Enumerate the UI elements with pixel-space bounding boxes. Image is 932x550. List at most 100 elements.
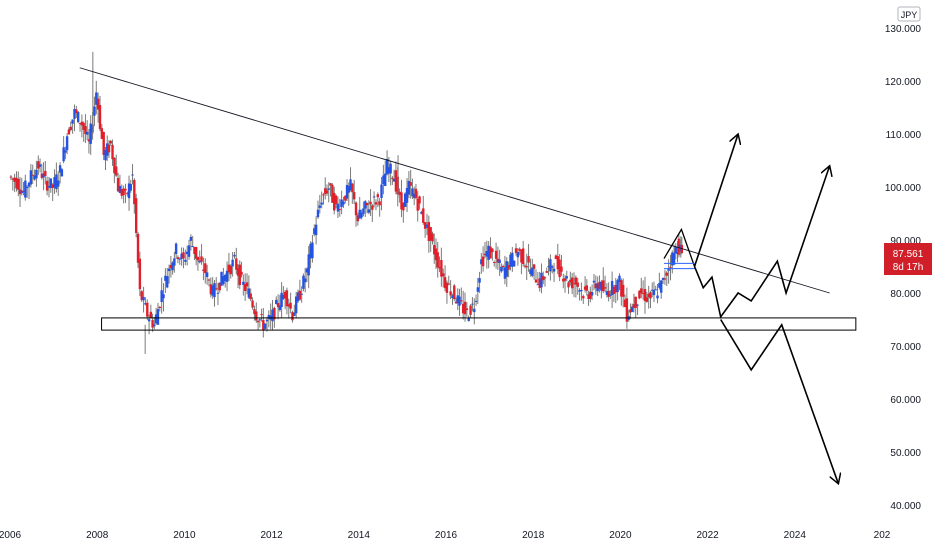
- candle-up: [259, 319, 261, 320]
- x-tick-label: 2006: [0, 530, 22, 541]
- candle-down: [664, 278, 666, 279]
- last-price-tag: 87.561 8d 17h: [884, 243, 932, 275]
- y-tick-label: 120.000: [885, 77, 922, 88]
- candle-up: [517, 252, 519, 257]
- support-zone-rectangle: [102, 318, 856, 330]
- x-tick-label: 2008: [86, 530, 109, 541]
- candle-down: [335, 196, 337, 204]
- candle-down: [493, 262, 495, 263]
- candle-down: [299, 291, 301, 300]
- candle-up: [173, 258, 175, 265]
- candle-up: [61, 169, 63, 176]
- candle-down: [535, 280, 537, 283]
- candle-down: [286, 290, 288, 306]
- candle-down: [437, 252, 439, 267]
- candle-down: [366, 203, 368, 205]
- candle-down: [666, 273, 668, 276]
- candle-down: [669, 267, 671, 268]
- candle-down: [577, 283, 579, 287]
- candle-down: [215, 288, 217, 289]
- currency-label: JPY: [901, 10, 918, 20]
- candle-up: [30, 170, 32, 184]
- candle-up: [320, 203, 322, 205]
- candle-up: [616, 280, 618, 292]
- candle-down: [564, 278, 566, 280]
- candle-down: [251, 301, 253, 308]
- candle-up: [142, 297, 144, 300]
- candle-up: [206, 272, 208, 277]
- candle-down: [146, 303, 148, 317]
- candle-down: [635, 297, 637, 308]
- candle-up: [157, 309, 159, 325]
- y-tick-label: 50.000: [890, 448, 921, 459]
- candle-down: [464, 302, 466, 314]
- trendline: [80, 68, 830, 293]
- y-tick-label: 100.000: [885, 183, 922, 194]
- candle-down: [197, 257, 199, 261]
- candle-up: [498, 260, 500, 263]
- candle-down: [489, 247, 491, 259]
- candle-up: [655, 289, 657, 290]
- candle-down: [448, 284, 450, 285]
- y-tick-label: 110.000: [886, 130, 922, 141]
- candle-up: [66, 136, 68, 150]
- candle-up: [217, 293, 219, 294]
- candle-down: [431, 233, 433, 241]
- candle-down: [409, 182, 411, 186]
- candle-up: [166, 276, 168, 287]
- candle-down: [482, 257, 484, 267]
- candle-up: [226, 271, 228, 282]
- candle-down: [353, 192, 355, 199]
- candle-down: [240, 272, 242, 275]
- candle-up: [190, 237, 192, 241]
- candle-down: [68, 129, 70, 134]
- candle-down: [257, 321, 259, 322]
- candle-up: [478, 278, 480, 283]
- candle-up: [266, 320, 268, 322]
- y-tick-label: 70.000: [890, 342, 921, 353]
- projection-bull-arrow-1: [695, 134, 739, 267]
- candle-up: [188, 245, 190, 256]
- y-tick-label: 60.000: [890, 395, 921, 406]
- candle-down: [546, 271, 548, 273]
- candle-up: [513, 261, 515, 267]
- candle-down: [351, 184, 353, 193]
- candle-up: [311, 242, 313, 258]
- drawings-layer: [80, 68, 856, 484]
- candle-up: [342, 202, 344, 205]
- candle-down: [377, 194, 379, 197]
- candle-up: [148, 319, 150, 321]
- time-axis[interactable]: 2006 2008 2010 2012 2014 2016 2018 2020 2022 2024…: [0, 530, 891, 541]
- candle-down: [239, 265, 241, 285]
- candle-down: [260, 314, 262, 315]
- candle-down: [17, 179, 19, 190]
- candle-up: [667, 269, 669, 271]
- candle-up: [591, 292, 593, 295]
- candle-up: [93, 107, 95, 116]
- currency-badge[interactable]: JPY: [898, 7, 920, 21]
- last-price-value: 87.561: [893, 249, 924, 260]
- candle-down: [502, 266, 504, 267]
- candle-down: [182, 252, 184, 258]
- candle-down: [371, 205, 373, 209]
- x-tick-label: 2018: [522, 530, 545, 541]
- candle-up: [473, 309, 475, 312]
- candle-down: [322, 194, 324, 195]
- candle-down: [640, 288, 642, 293]
- candle-down: [200, 256, 202, 261]
- candle-up: [130, 184, 132, 191]
- candle-down: [469, 305, 471, 314]
- candle-down: [139, 259, 141, 289]
- candle-down: [255, 311, 257, 320]
- candle-down: [586, 285, 588, 290]
- candle-up: [131, 175, 133, 176]
- candle-down: [533, 264, 535, 268]
- candle-up: [580, 290, 582, 291]
- candle-up: [233, 255, 235, 256]
- candle-down: [567, 282, 569, 287]
- candle-down: [110, 141, 112, 144]
- candle-up: [315, 225, 317, 235]
- candle-down: [622, 285, 624, 297]
- candle-up: [362, 208, 364, 214]
